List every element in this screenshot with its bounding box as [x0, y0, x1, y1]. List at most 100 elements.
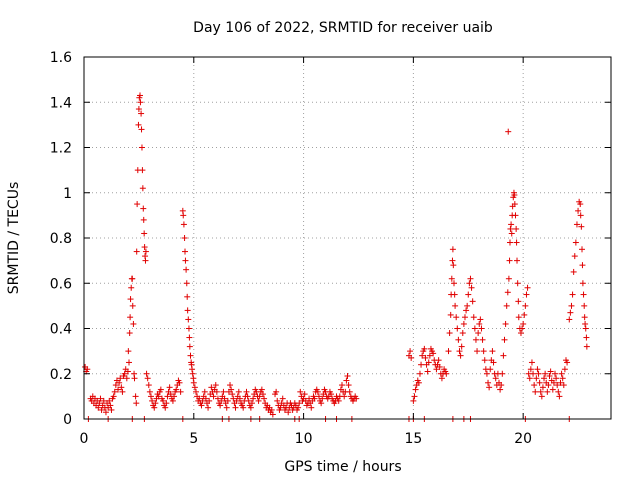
data-point [116, 379, 123, 386]
data-point [339, 382, 346, 389]
data-point [582, 325, 589, 332]
data-point [407, 348, 414, 355]
data-point [561, 366, 568, 373]
data-point [457, 352, 464, 359]
data-point [557, 379, 564, 386]
data-point [217, 402, 224, 409]
data-point [181, 235, 188, 241]
data-point [474, 348, 481, 355]
data-point [541, 375, 548, 382]
data-point [118, 384, 125, 391]
grid [84, 57, 611, 419]
data-point [515, 298, 522, 305]
data-point [426, 352, 433, 359]
data-point [481, 357, 488, 364]
data-point [145, 382, 152, 389]
data-point [141, 230, 148, 237]
data-point [553, 375, 560, 382]
data-point [531, 382, 538, 389]
chart-title: Day 106 of 2022, SRMTID for receiver uai… [193, 20, 493, 36]
data-point [577, 212, 584, 219]
data-point [532, 388, 539, 395]
data-point [461, 314, 468, 321]
data-point [579, 280, 586, 287]
data-point [129, 275, 136, 282]
data-point [191, 384, 198, 391]
data-point [247, 404, 254, 411]
data-point [142, 248, 149, 255]
data-point [183, 280, 190, 287]
data-point [559, 375, 566, 382]
x-tick-label: 10 [295, 431, 313, 447]
data-point [224, 397, 231, 404]
data-point [213, 388, 220, 395]
data-point [311, 395, 318, 402]
data-point [182, 257, 189, 264]
data-point [459, 330, 466, 337]
data-point [301, 391, 308, 398]
data-point [155, 393, 162, 400]
data-point [335, 397, 342, 404]
data-point [521, 311, 528, 318]
data-point [308, 404, 315, 411]
data-point [198, 402, 205, 409]
data-point [341, 393, 348, 400]
data-point [273, 388, 280, 395]
data-point [106, 397, 113, 404]
data-point [186, 343, 193, 350]
data-point [450, 280, 457, 287]
data-point [458, 343, 465, 350]
data-point [513, 239, 520, 246]
data-point [408, 354, 415, 361]
data-point [472, 336, 479, 343]
data-point [184, 307, 191, 314]
data-point [126, 359, 133, 366]
data-point [489, 348, 496, 355]
data-point [542, 370, 549, 377]
data-point [180, 221, 187, 228]
data-point [438, 375, 445, 382]
data-point [142, 257, 149, 264]
data-point [566, 316, 573, 323]
data-point [416, 370, 423, 377]
data-point [469, 298, 476, 305]
y-tick-label: 1 [63, 186, 72, 202]
data-point [479, 336, 486, 343]
data-point [499, 370, 506, 377]
data-point [447, 311, 454, 318]
data-point [483, 370, 490, 377]
data-point [500, 352, 507, 359]
data-point [571, 253, 578, 260]
data-point [508, 221, 515, 228]
data-point [508, 230, 515, 237]
y-axis-ticks: 0 0.2 0.4 0.6 0.8 1 1.2 1.4 1.6 [50, 50, 611, 428]
data-point [514, 257, 521, 264]
data-point [243, 388, 250, 395]
data-point [452, 302, 459, 309]
data-point [475, 330, 482, 337]
data-point [126, 330, 133, 337]
data-point [123, 375, 130, 382]
data-point [478, 325, 485, 332]
data-point [107, 402, 114, 409]
data-point [261, 395, 268, 402]
data-point [127, 314, 134, 321]
data-point [230, 395, 237, 402]
data-point [511, 192, 518, 199]
data-point [580, 291, 587, 298]
data-point [449, 246, 456, 253]
data-point [220, 388, 227, 395]
data-point [139, 185, 146, 192]
data-point [277, 404, 284, 411]
data-point [182, 248, 189, 255]
data-point [138, 126, 145, 133]
data-point [581, 314, 588, 321]
data-point [144, 375, 151, 382]
data-point [319, 395, 326, 402]
data-point [578, 223, 585, 230]
data-point [169, 397, 176, 404]
data-point [545, 382, 552, 389]
data-point [550, 379, 557, 386]
data-point [201, 388, 208, 395]
